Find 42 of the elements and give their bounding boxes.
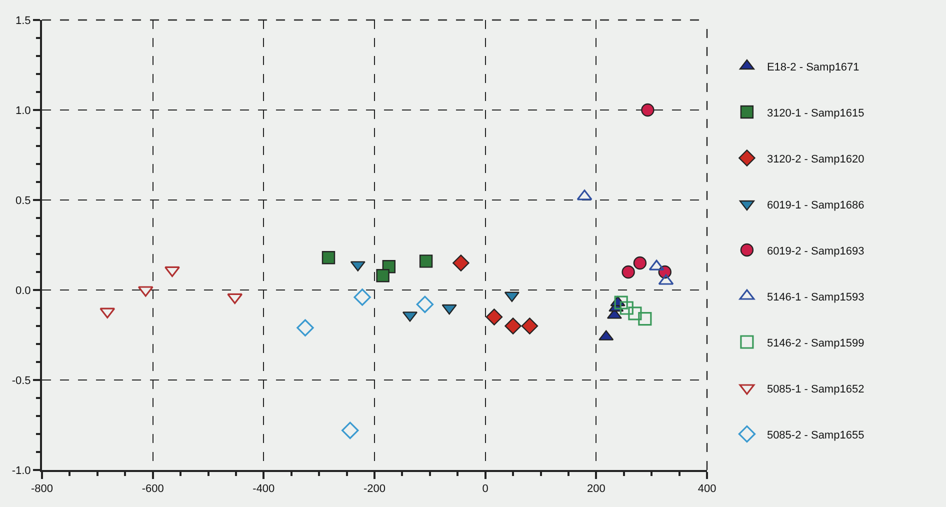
point — [419, 254, 433, 268]
x-tick-label: 200 — [586, 483, 606, 496]
point — [638, 312, 652, 326]
y-tick-label: 0.5 — [16, 194, 31, 207]
x-tick-label: -200 — [363, 483, 386, 496]
point — [442, 304, 457, 315]
point — [633, 256, 647, 270]
x-tick-label: -600 — [142, 483, 164, 496]
point — [296, 319, 314, 336]
point — [504, 318, 522, 334]
legend-label: 6019-2 - Samp1693 — [766, 245, 864, 258]
y-tick-label: 1.5 — [16, 14, 31, 27]
point — [322, 251, 336, 264]
point — [354, 288, 371, 306]
point — [614, 296, 628, 310]
point — [164, 266, 180, 277]
y-tick-label: 0.0 — [16, 284, 31, 297]
y-tick-label: 1.0 — [16, 104, 31, 117]
point — [622, 265, 635, 279]
point — [620, 301, 634, 315]
legend-label: 5146-1 - Samp1593 — [766, 291, 864, 304]
point — [628, 306, 642, 320]
legend-label: 3120-2 - Samp1620 — [766, 153, 864, 166]
point — [416, 296, 434, 313]
point — [452, 254, 470, 272]
point — [342, 422, 359, 439]
y-tick-label: -1.0 — [12, 464, 31, 477]
point — [376, 269, 390, 282]
legend-label: 6019-1 - Samp1686 — [766, 199, 864, 212]
x-tick-label: -400 — [252, 483, 275, 496]
x-tick-label: -800 — [30, 483, 54, 496]
legend-label: E18-2 - Samp1671 — [766, 61, 860, 74]
legend-label: 5085-1 - Samp1652 — [766, 383, 864, 396]
x-tick-label: 0 — [482, 483, 488, 496]
point — [486, 308, 503, 326]
legend-label: 5146-2 - Samp1599 — [766, 337, 864, 350]
x-tick-label: 400 — [698, 483, 716, 496]
legend-label: 5085-2 - Samp1655 — [766, 429, 864, 442]
y-tick-label: -0.5 — [12, 374, 31, 387]
point — [641, 103, 654, 117]
point — [521, 318, 538, 334]
legend-label: 3120-1 - Samp1615 — [766, 107, 864, 120]
